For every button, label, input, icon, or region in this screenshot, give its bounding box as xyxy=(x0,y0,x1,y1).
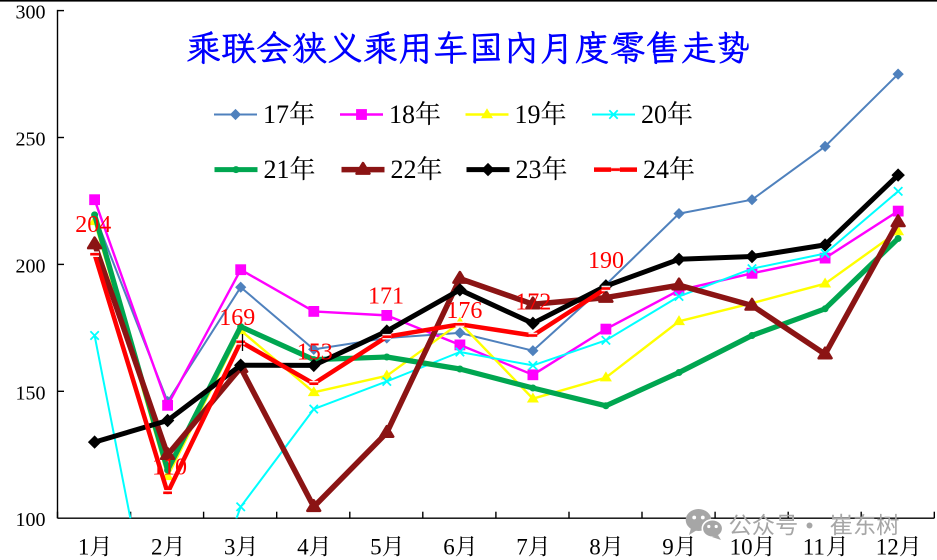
svg-text:250: 250 xyxy=(16,129,46,151)
svg-text:18: 18 xyxy=(389,100,415,129)
svg-text:21: 21 xyxy=(264,155,290,184)
svg-text:150: 150 xyxy=(16,382,46,404)
svg-text:300: 300 xyxy=(16,2,46,24)
svg-text:2: 2 xyxy=(151,535,163,560)
svg-text:172: 172 xyxy=(515,290,551,316)
svg-text:22: 22 xyxy=(391,155,417,184)
svg-text:169: 169 xyxy=(219,305,255,331)
svg-text:8: 8 xyxy=(589,535,601,560)
svg-text:7: 7 xyxy=(516,535,528,560)
svg-text:23: 23 xyxy=(516,155,542,184)
svg-text:12: 12 xyxy=(876,535,899,560)
svg-text:204: 204 xyxy=(75,212,111,238)
svg-text:20: 20 xyxy=(641,100,667,129)
svg-text:6: 6 xyxy=(443,535,455,560)
svg-text:110: 110 xyxy=(152,455,187,481)
svg-text:153: 153 xyxy=(297,340,333,366)
svg-text:100: 100 xyxy=(16,509,46,531)
svg-text:171: 171 xyxy=(368,284,404,310)
svg-text:190: 190 xyxy=(588,248,624,274)
svg-text:24: 24 xyxy=(643,155,669,184)
svg-text:17: 17 xyxy=(263,100,289,129)
svg-text:9: 9 xyxy=(662,535,674,560)
svg-text:11: 11 xyxy=(803,535,825,560)
svg-text:1: 1 xyxy=(78,535,90,560)
svg-text:4: 4 xyxy=(297,535,309,560)
svg-text:10: 10 xyxy=(730,535,753,560)
svg-text:19: 19 xyxy=(515,100,541,129)
svg-text:200: 200 xyxy=(16,255,46,277)
svg-text:3: 3 xyxy=(224,535,236,560)
svg-text:176: 176 xyxy=(446,298,482,324)
svg-text:5: 5 xyxy=(370,535,382,560)
